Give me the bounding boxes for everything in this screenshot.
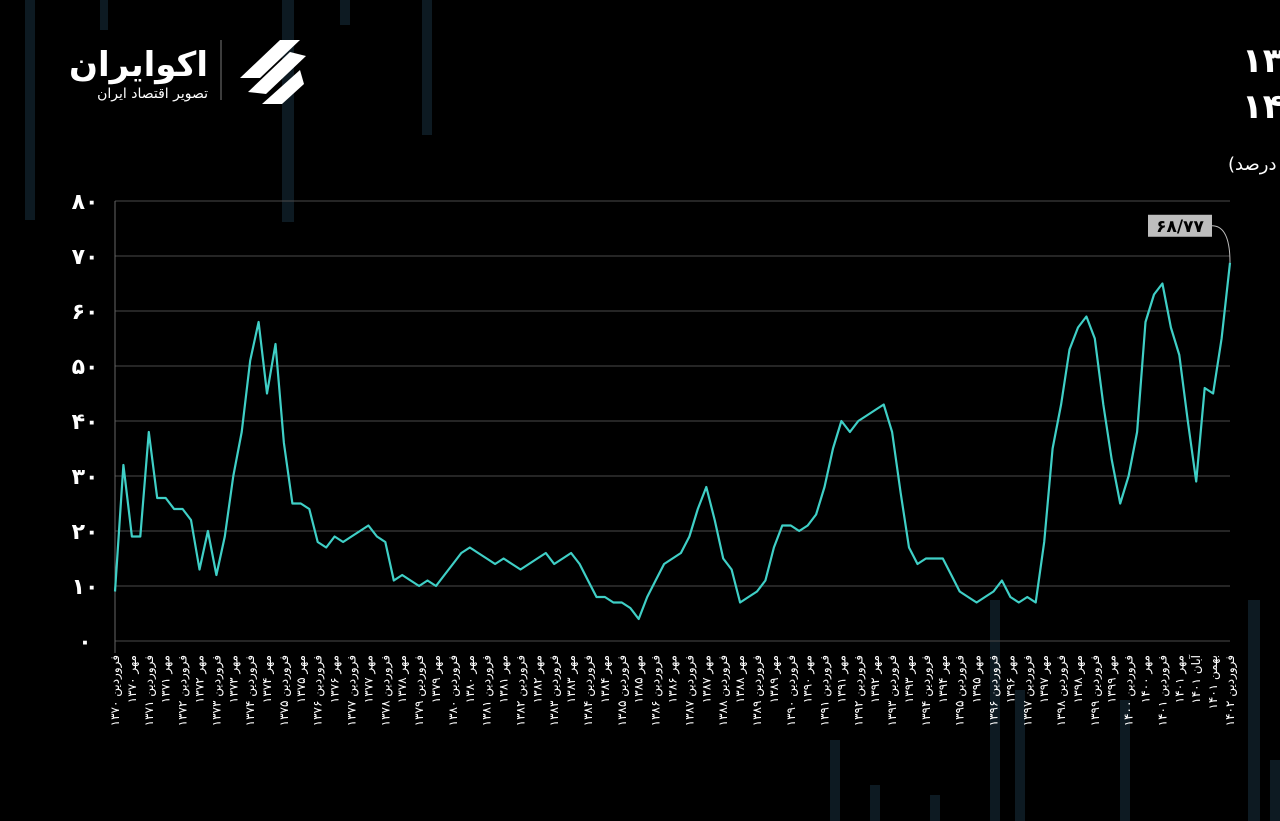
x-tick-label: مهر ۱۳۸۲ bbox=[530, 655, 545, 703]
chart-title: روند تورم نقطه ای بانک مرکزی از ابتدای س… bbox=[1242, 41, 1280, 81]
x-tick-label: مهر ۱۳۸۴ bbox=[598, 655, 613, 703]
x-tick-label: فروردین ۱۳۹۶ bbox=[986, 655, 1001, 726]
x-tick-label: فروردین ۱۳۹۵ bbox=[953, 655, 968, 726]
x-tick-label: فروردین ۱۳۹۰ bbox=[784, 655, 799, 726]
x-tick-label: فروردین ۱۴۰۰ bbox=[1122, 655, 1137, 726]
x-tick-label: فروردین ۱۳۸۸ bbox=[716, 655, 731, 726]
x-tick-label: فروردین ۱۳۸۰ bbox=[446, 655, 461, 726]
x-tick-label: مهر ۱۳۹۶ bbox=[1003, 655, 1018, 703]
x-tick-label: آبان ۱۴۰۱ bbox=[1188, 654, 1203, 703]
y-tick-label: ۳۰ bbox=[72, 465, 99, 490]
x-tick-label: فروردین ۱۴۰۲ bbox=[1223, 655, 1238, 726]
x-tick-label: فروردین ۱۳۹۴ bbox=[919, 655, 934, 726]
brand-name: اکوایران bbox=[69, 45, 208, 85]
y-tick-label: ۱۰ bbox=[72, 575, 99, 600]
x-tick-label: فروردین ۱۳۹۷ bbox=[1020, 655, 1035, 726]
y-tick-label: ۴۰ bbox=[72, 410, 99, 435]
x-tick-label: فروردین ۱۳۷۲ bbox=[176, 655, 191, 726]
x-tick-label: مهر ۱۳۸۱ bbox=[497, 655, 512, 703]
x-tick-label: مهر ۱۳۷۷ bbox=[361, 655, 376, 703]
chart-subtitle: (واحد: درصد) bbox=[1228, 154, 1280, 175]
x-tick-label: مهر ۱۳۹۵ bbox=[970, 655, 985, 703]
x-tick-label: فروردین ۱۳۹۹ bbox=[1088, 655, 1103, 726]
label-leader bbox=[1211, 225, 1231, 263]
y-tick-label: ۷۰ bbox=[72, 245, 99, 270]
y-tick-label: ۰ bbox=[78, 630, 91, 655]
x-tick-label: فروردین ۱۳۸۱ bbox=[480, 655, 495, 726]
x-tick-label: مهر ۱۳۷۳ bbox=[226, 655, 241, 703]
y-tick-label: ۵۰ bbox=[72, 355, 99, 380]
x-tick-label: مهر ۱۳۹۱ bbox=[834, 655, 849, 703]
x-tick-label: فروردین ۱۳۸۷ bbox=[682, 655, 697, 726]
x-tick-label: مهر ۱۴۰۰ bbox=[1139, 655, 1154, 703]
x-tick-label: مهر ۱۳۷۹ bbox=[429, 655, 444, 703]
x-tick-label: مهر ۱۳۸۹ bbox=[767, 655, 782, 703]
value-label: ۶۸/۷۷ bbox=[1156, 217, 1204, 237]
x-tick-label: فروردین ۱۳۸۳ bbox=[547, 655, 562, 726]
logo: اکوایران تصویر اقتصاد ایران bbox=[69, 40, 306, 104]
x-tick-label: فروردین ۱۳۹۱ bbox=[818, 655, 833, 726]
x-tick-label: مهر ۱۳۹۹ bbox=[1105, 655, 1120, 703]
x-tick-label: فروردین ۱۳۷۹ bbox=[412, 655, 427, 726]
x-tick-label: مهر ۱۳۷۵ bbox=[294, 655, 309, 703]
x-tick-label: مهر ۱۳۷۱ bbox=[159, 655, 174, 703]
x-tick-label: فروردین ۱۳۷۷ bbox=[345, 655, 360, 726]
x-tick-label: فروردین ۱۳۹۲ bbox=[851, 655, 866, 726]
x-tick-label: فروردین ۱۳۸۹ bbox=[750, 655, 765, 726]
x-tick-label: فروردین ۱۳۷۸ bbox=[378, 655, 393, 726]
x-tick-label: مهر ۱۳۸۵ bbox=[632, 655, 647, 703]
x-tick-label: مهر ۱۳۹۳ bbox=[902, 655, 917, 703]
x-tick-label: فروردین ۱۳۹۸ bbox=[1054, 655, 1069, 726]
x-tick-label: فروردین ۱۳۸۶ bbox=[649, 655, 664, 726]
x-tick-label: مهر ۱۳۷۸ bbox=[395, 655, 410, 703]
x-tick-label: فروردین ۱۳۷۶ bbox=[311, 655, 326, 726]
x-tick-label: بهمن ۱۴۰۱ bbox=[1206, 655, 1221, 710]
line-series bbox=[113, 262, 1232, 621]
brand-tagline: تصویر اقتصاد ایران bbox=[97, 86, 208, 102]
x-tick-label: مهر ۱۳۷۶ bbox=[328, 655, 343, 703]
x-tick-label: مهر ۱۳۸۷ bbox=[699, 655, 714, 703]
y-tick-label: ۸۰ bbox=[72, 190, 99, 215]
x-tick-label: مهر ۱۳۸۸ bbox=[733, 655, 748, 703]
x-tick-label: فروردین ۱۳۸۵ bbox=[615, 655, 630, 726]
x-tick-label: مهر ۱۳۹۴ bbox=[936, 655, 951, 703]
x-tick-label: فروردین ۱۳۷۵ bbox=[277, 655, 292, 726]
x-tick-label: مهر ۱۳۸۳ bbox=[564, 655, 579, 703]
x-tick-label: فروردین ۱۳۷۱ bbox=[142, 655, 157, 726]
x-tick-label: مهر ۱۳۹۲ bbox=[868, 655, 883, 703]
x-tick-label: فروردین ۱۴۰۱ bbox=[1155, 655, 1170, 726]
x-tick-label: مهر ۱۳۷۴ bbox=[260, 655, 275, 703]
x-tick-label: مهر ۱۳۹۰ bbox=[801, 655, 816, 703]
x-tick-label: فروردین ۱۳۹۳ bbox=[885, 655, 900, 726]
x-tick-label: مهر ۱۳۹۸ bbox=[1071, 655, 1086, 703]
y-tick-label: ۶۰ bbox=[72, 300, 99, 325]
x-tick-label: فروردین ۱۳۸۴ bbox=[581, 655, 596, 726]
x-tick-label: فروردین ۱۳۸۲ bbox=[513, 655, 528, 726]
x-tick-label: فروردین ۱۳۷۰ bbox=[108, 655, 123, 726]
x-tick-label: مهر ۱۳۸۰ bbox=[463, 655, 478, 703]
y-tick-label: ۲۰ bbox=[72, 520, 99, 545]
x-tick-label: مهر ۱۴۰۱ bbox=[1172, 655, 1187, 703]
x-tick-label: مهر ۱۳۷۲ bbox=[192, 655, 207, 703]
x-tick-label: مهر ۱۳۷۰ bbox=[125, 655, 140, 703]
chart-title: تا فروردین ۱۴۰۲ bbox=[1242, 87, 1280, 127]
x-tick-label: فروردین ۱۳۷۴ bbox=[243, 655, 258, 726]
x-tick-label: مهر ۱۳۹۷ bbox=[1037, 655, 1052, 703]
value-label-box bbox=[1148, 214, 1212, 237]
x-tick-label: مهر ۱۳۸۶ bbox=[666, 655, 681, 703]
x-tick-label: فروردین ۱۳۷۳ bbox=[209, 655, 224, 726]
